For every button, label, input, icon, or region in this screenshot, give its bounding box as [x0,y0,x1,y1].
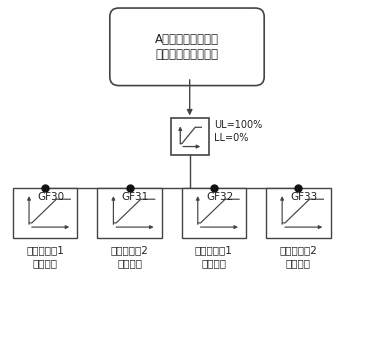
Text: A列蒸汽排放阀总开
度（两个通道之和）: A列蒸汽排放阀总开 度（两个通道之和） [155,33,219,61]
Text: GF32: GF32 [206,192,233,202]
Text: 第一组阀门1
调制开启: 第一组阀门1 调制开启 [26,245,64,268]
Text: 第二组阀门2
调制开启: 第二组阀门2 调制开启 [279,245,317,268]
Text: GF30: GF30 [37,192,65,202]
Text: 第一组阀门2
调制开启: 第一组阀门2 调制开启 [111,245,148,268]
Bar [171,118,209,154]
Text: GF33: GF33 [291,192,318,202]
Bar [182,188,246,238]
Bar [97,188,162,238]
Text: 第二组阀门1
调制开启: 第二组阀门1 调制开启 [195,245,233,268]
Text: UL=100%
LL=0%: UL=100% LL=0% [214,120,262,143]
Text: GF31: GF31 [122,192,149,202]
Bar [13,188,77,238]
Bar [266,188,331,238]
FancyBboxPatch shape [110,8,264,85]
